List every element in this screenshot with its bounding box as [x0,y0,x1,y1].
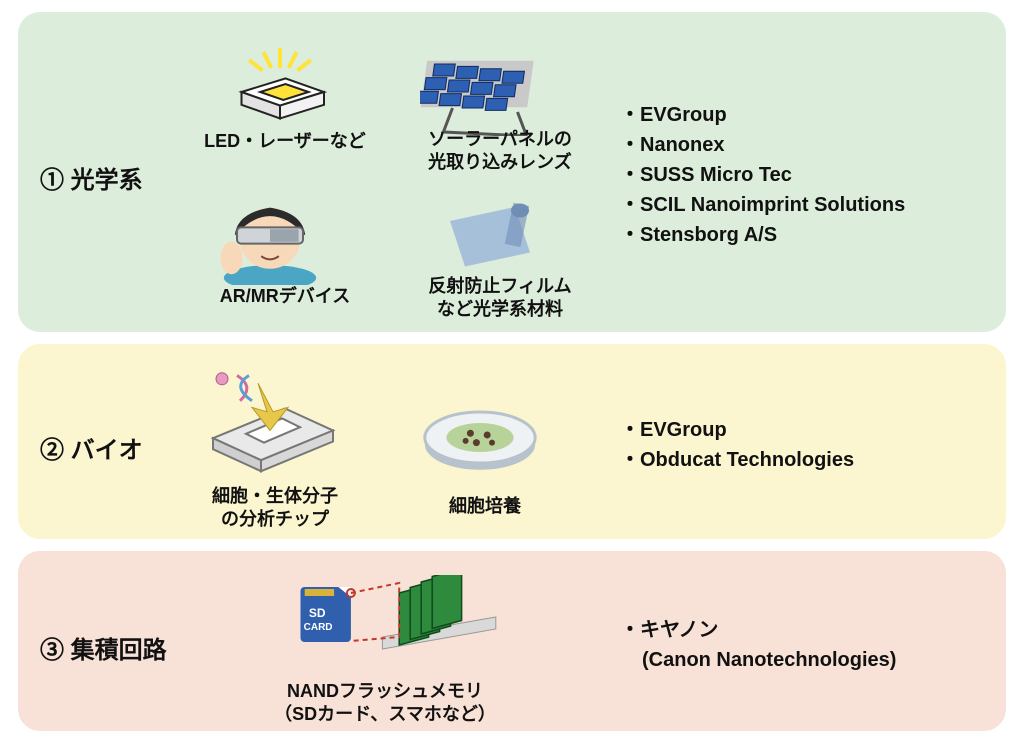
vendor-item: Stensborg A/S [620,220,905,250]
category-label-optics: ① 光学系 [40,160,143,195]
vendor-item: EVGroup [620,100,905,130]
vendors-ic: キヤノン(Canon Nanotechnologies) [620,615,896,675]
vendor-item: キヤノン [620,615,896,645]
vendor-item: EVGroup [620,415,854,445]
vendor-item: Nanonex [620,130,905,160]
armr-caption: AR/MRデバイス [190,285,380,308]
vendor-item: SUSS Micro Tec [620,160,905,190]
category-label-bio: ② バイオ [40,430,143,465]
vendors-bio: EVGroupObducat Technologies [620,415,854,475]
vendor-item: Obducat Technologies [620,445,854,475]
film-caption: 反射防止フィルムなど光学系材料 [400,275,600,320]
film-icon [440,200,540,275]
chip-icon [195,370,345,485]
dish-caption: 細胞培養 [405,495,565,518]
led-icon [225,48,335,133]
dish-icon [420,395,540,485]
nand-icon: SD CARD [290,575,500,680]
nand-caption: NANDフラッシュメモリ（SDカード、スマホなど） [245,680,525,725]
chip-caption: 細胞・生体分子の分析チップ [175,485,375,530]
vendor-item: SCIL Nanoimprint Solutions [620,190,905,220]
vendor-item-extra: (Canon Nanotechnologies) [642,645,896,675]
armr-icon [215,195,325,290]
category-label-ic: ③ 集積回路 [40,630,167,665]
led-caption: LED・レーザーなど [185,130,385,153]
vendors-optics: EVGroupNanonexSUSS Micro TecSCIL Nanoimp… [620,100,905,250]
svg-text:CARD: CARD [304,622,333,633]
solar-caption: ソーラーパネルの光取り込みレンズ [395,128,605,173]
svg-text:SD: SD [309,606,326,620]
